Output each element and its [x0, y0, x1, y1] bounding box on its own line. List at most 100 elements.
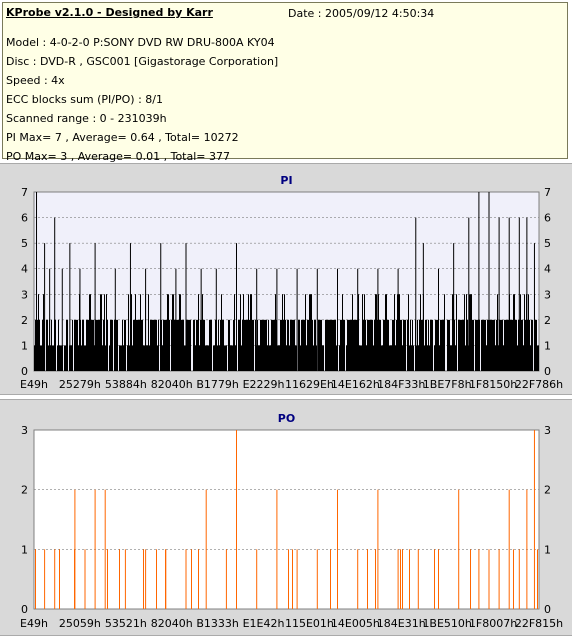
bar [504, 319, 505, 371]
bar [280, 319, 281, 371]
po-chart: PO 0 0 1 1 2 2 3 3 E49h 25059h 53521h 82040h B1333h E1… [20, 412, 563, 630]
bar [346, 345, 347, 371]
bar [200, 319, 201, 371]
bar [305, 294, 306, 371]
bar [424, 345, 425, 371]
bar [455, 345, 456, 371]
bar [59, 345, 60, 371]
bar [194, 319, 195, 371]
bar [151, 319, 152, 371]
x-tick-label: 1BE510h [422, 617, 471, 630]
bar [441, 319, 442, 371]
bar [367, 549, 368, 609]
bar [335, 319, 336, 371]
bar [162, 345, 163, 371]
bar [409, 549, 410, 609]
bar [336, 345, 337, 371]
spike-bar [175, 268, 177, 371]
bar [435, 319, 436, 371]
bar [370, 319, 371, 371]
bar [330, 549, 331, 609]
y-tick-label-left: 3 [21, 288, 28, 301]
bar [204, 319, 205, 371]
bar [275, 294, 276, 371]
bar [243, 294, 244, 371]
bar [37, 319, 38, 371]
bar [397, 294, 398, 371]
y-tick-label-right: 1 [544, 339, 551, 352]
bar [50, 345, 51, 371]
bar [390, 345, 391, 371]
bar [84, 345, 85, 371]
bar [239, 319, 240, 371]
bar [329, 319, 330, 371]
bar [263, 319, 264, 371]
x-tick-label: 25279h [59, 378, 101, 391]
bar [238, 319, 239, 371]
bar [111, 319, 112, 371]
bar [226, 345, 227, 371]
bar [136, 319, 137, 371]
x-tick-label: 22F815h [515, 617, 563, 630]
bar [418, 345, 419, 371]
bar [421, 319, 422, 371]
bar [347, 319, 348, 371]
bar [89, 294, 90, 371]
bar [298, 319, 299, 371]
bar [536, 319, 537, 371]
bar [135, 294, 136, 371]
bar [288, 549, 289, 609]
bar [137, 319, 138, 371]
bar [46, 319, 47, 371]
bar [96, 319, 97, 371]
bar [491, 319, 492, 371]
bar [462, 319, 463, 371]
x-tick-label: B1333h [196, 617, 239, 630]
bar [292, 319, 293, 371]
x-tick-label: 53884h [105, 378, 147, 391]
bar [367, 319, 368, 371]
bar [470, 294, 471, 371]
bar [264, 319, 265, 371]
bar [219, 345, 220, 371]
spike-bar [84, 549, 86, 609]
bar [476, 319, 477, 371]
bar [506, 319, 507, 371]
bar [400, 549, 401, 609]
y-tick-label-right: 3 [544, 424, 551, 437]
y-tick-label-left: 6 [21, 212, 28, 225]
bar [502, 319, 503, 371]
y-tick-label-right: 7 [544, 186, 551, 199]
bar [452, 294, 453, 371]
bar [327, 319, 328, 371]
bar [225, 345, 226, 371]
spike-bar [337, 268, 338, 371]
bar [278, 345, 279, 371]
bar [193, 319, 194, 371]
spike-bar [94, 243, 96, 371]
bar [260, 319, 261, 371]
spike-bar [438, 549, 439, 609]
bar [218, 319, 219, 371]
spike-bar [44, 243, 46, 371]
bar [223, 319, 224, 371]
bar [53, 345, 54, 371]
bar [59, 549, 60, 609]
bar [198, 294, 199, 371]
spike-bar [377, 268, 379, 371]
spike-bar [533, 430, 535, 609]
bar [87, 319, 88, 371]
bar [72, 319, 73, 371]
bar [253, 319, 254, 371]
y-tick-label-left: 1 [21, 339, 28, 352]
bar [271, 319, 272, 371]
bar [222, 319, 223, 371]
bar [309, 294, 310, 371]
bar [330, 319, 331, 371]
bar-series [35, 430, 538, 609]
bar [82, 319, 83, 371]
bar [419, 319, 420, 371]
bar [483, 319, 484, 371]
bar [495, 345, 496, 371]
bar [501, 319, 502, 371]
